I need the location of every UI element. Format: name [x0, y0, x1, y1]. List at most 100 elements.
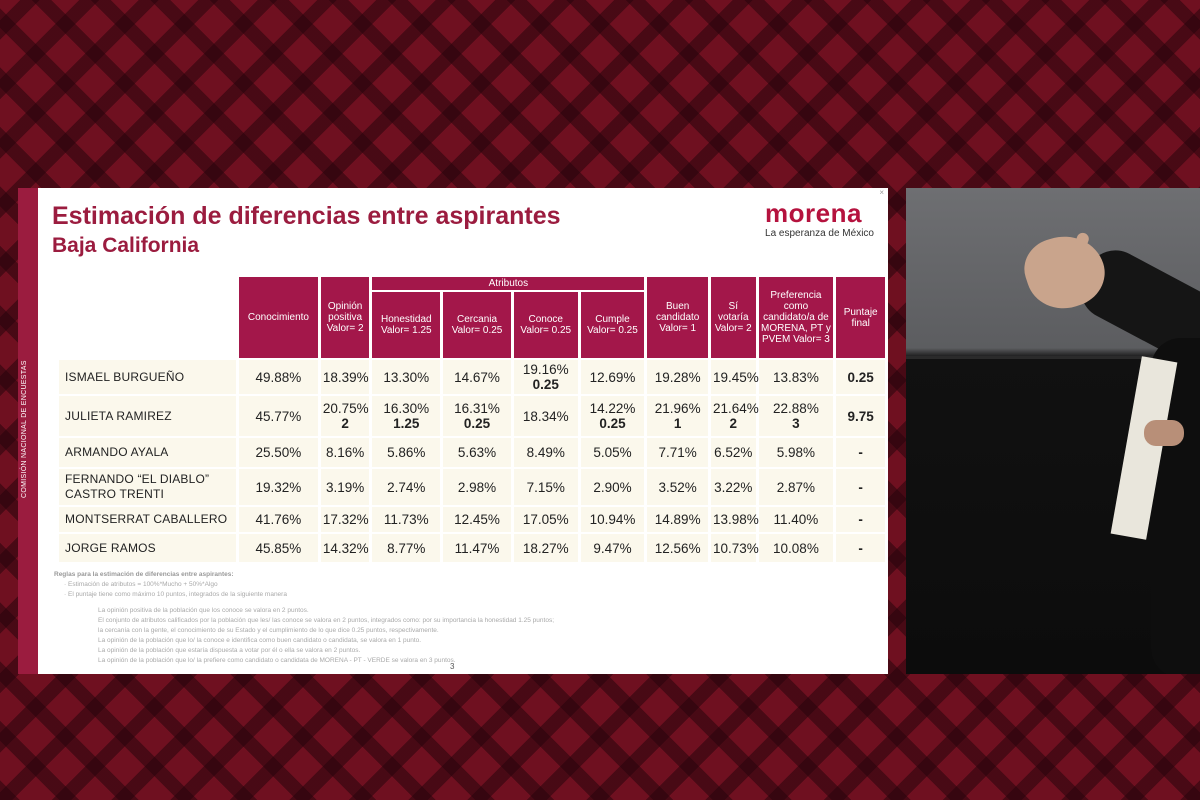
cell-value: 9.47%: [593, 540, 632, 556]
side-label: COMISIÓN NACIONAL DE ENCUESTAS: [21, 360, 28, 498]
cell-value: 45.77%: [255, 408, 302, 424]
cell-value: 8.49%: [526, 445, 565, 460]
table-cell: 10.08%: [758, 534, 834, 562]
blank-header: [59, 277, 236, 358]
table-cell: 0.25: [836, 360, 885, 394]
col-header: Cercania Valor= 0.25: [443, 292, 511, 358]
notes-sub-bullet: la cercanía con la gente, el conocimient…: [98, 627, 439, 634]
table-cell: 2.90%: [580, 469, 645, 505]
cell-points: 2: [341, 416, 349, 431]
cell-value: 12.69%: [589, 369, 636, 385]
col-header: Sí votaría Valor= 2: [711, 277, 756, 358]
cell-value: 3.19%: [325, 479, 365, 495]
logo-word: morena: [765, 198, 862, 228]
group-header-atributos: Atributos: [372, 277, 645, 290]
page-number: 3: [450, 662, 455, 671]
table-cell: 18.34%: [513, 396, 578, 436]
col-header: Preferencia como candidato/a de MORENA, …: [758, 277, 834, 358]
cell-value: 10.94%: [589, 512, 636, 527]
final-score-value: -: [858, 445, 863, 460]
cell-value: 16.31%: [454, 401, 500, 416]
table-cell: 21.96% 1: [647, 396, 709, 436]
cell-value: 19.45%: [713, 369, 759, 385]
cell-value: 20.75%: [322, 401, 369, 416]
table-cell: 9.75: [836, 396, 885, 436]
cell-value: 14.22%: [589, 401, 636, 416]
table-cell: 5.98%: [758, 438, 834, 467]
cell-value: 22.88%: [773, 401, 819, 416]
table-cell: 21.64% 2: [711, 396, 759, 436]
table-cell: 5.05%: [580, 438, 645, 467]
slide-title: Estimación de diferencias entre aspirant…: [52, 202, 561, 230]
candidate-name: ISMAEL BURGUEÑO: [59, 360, 236, 394]
cell-points: 2: [729, 416, 738, 431]
table-cell: 14.32%: [320, 534, 370, 562]
side-band: COMISIÓN NACIONAL DE ENCUESTAS: [18, 188, 38, 674]
table-cell: 17.32%: [320, 507, 370, 532]
cell-value: 14.32%: [322, 540, 369, 556]
speaker-camera-feed: [906, 188, 1200, 674]
table-cell: 13.30%: [372, 360, 441, 394]
cell-value: 11.40%: [773, 512, 819, 527]
cell-points: 3: [792, 416, 800, 431]
table-cell: 13.83%: [758, 360, 834, 394]
table-cell: -: [836, 469, 885, 505]
cell-value: 18.34%: [522, 408, 569, 424]
table-cell: 16.31% 0.25: [443, 396, 511, 436]
cell-value: 18.39%: [322, 369, 369, 385]
col-header: Conocimiento: [238, 277, 318, 358]
table-cell: 10.73%: [711, 534, 759, 562]
table-cell: -: [836, 507, 885, 532]
cell-value: 2.98%: [457, 479, 497, 495]
table-row: MONTSERRAT CABALLERO 41.76% 17.32% 11.73% 12…: [59, 507, 885, 532]
cell-value: 21.64%: [713, 401, 759, 416]
table-cell: 18.27%: [513, 534, 578, 562]
cell-points: 9.75: [847, 408, 874, 424]
table-cell: 20.75% 2: [320, 396, 370, 436]
wall-edge: [906, 356, 1200, 359]
cell-points: 0.25: [463, 416, 491, 431]
col-header: Conoce Valor= 0.25: [513, 292, 578, 358]
table-cell: 3.22%: [711, 469, 756, 505]
table-cell: 25.50%: [238, 438, 318, 467]
table-cell: 11.73%: [372, 507, 441, 532]
table-cell: 14.67%: [443, 360, 511, 394]
cell-value: 8.16%: [325, 445, 365, 460]
cell-value: 2.87%: [776, 479, 816, 495]
notes-heading: Reglas para la estimación de diferencias…: [54, 571, 234, 578]
table-cell: 9.47%: [580, 534, 645, 562]
cell-value: 13.98%: [713, 512, 759, 527]
table-cell: 12.56%: [647, 534, 709, 562]
notes-sub-bullet: La opinión de la población que lo/ la co…: [98, 637, 422, 644]
notes-bullet: · El puntaje tiene como máximo 10 puntos…: [64, 591, 287, 598]
table-cell: -: [836, 438, 885, 467]
col-header: Opinión positiva Valor= 2: [320, 277, 370, 358]
cell-value: 21.96%: [654, 401, 701, 416]
table-cell: 11.47%: [443, 534, 511, 562]
cell-value: 12.56%: [654, 540, 701, 556]
table-cell: 19.16% 0.25: [513, 360, 578, 394]
table-cell: 10.94%: [580, 507, 645, 532]
cell-value: 3.52%: [658, 479, 697, 495]
cell-value: 25.50%: [255, 445, 302, 460]
cell-value: 14.89%: [654, 512, 701, 527]
cell-value: 16.30%: [383, 401, 430, 416]
cell-value: 5.98%: [776, 445, 816, 460]
cell-points: 1: [673, 416, 682, 431]
cell-value: 19.28%: [654, 369, 701, 385]
col-header: Cumple Valor= 0.25: [580, 292, 645, 358]
cell-value: 14.67%: [454, 369, 500, 385]
notes-bullet: · Estimación de atributos = 100%*Mucho +…: [64, 581, 218, 588]
candidate-name: JORGE RAMOS: [59, 534, 236, 562]
cell-value: 7.71%: [658, 445, 697, 460]
table-cell: 13.98%: [711, 507, 759, 532]
cell-value: 19.32%: [255, 479, 302, 495]
results-table: Conocimiento Opinión positiva Valor= 2 A…: [56, 275, 888, 564]
cell-points: 0.25: [847, 369, 874, 385]
candidate-name: FERNANDO “EL DIABLO” CASTRO TRENTI: [59, 469, 236, 505]
table-cell: 8.49%: [513, 438, 578, 467]
col-header: Honestidad Valor= 1.25: [372, 292, 441, 358]
final-score-value: -: [858, 512, 863, 527]
table-cell: 19.32%: [238, 469, 318, 505]
cell-value: 5.05%: [593, 445, 632, 460]
